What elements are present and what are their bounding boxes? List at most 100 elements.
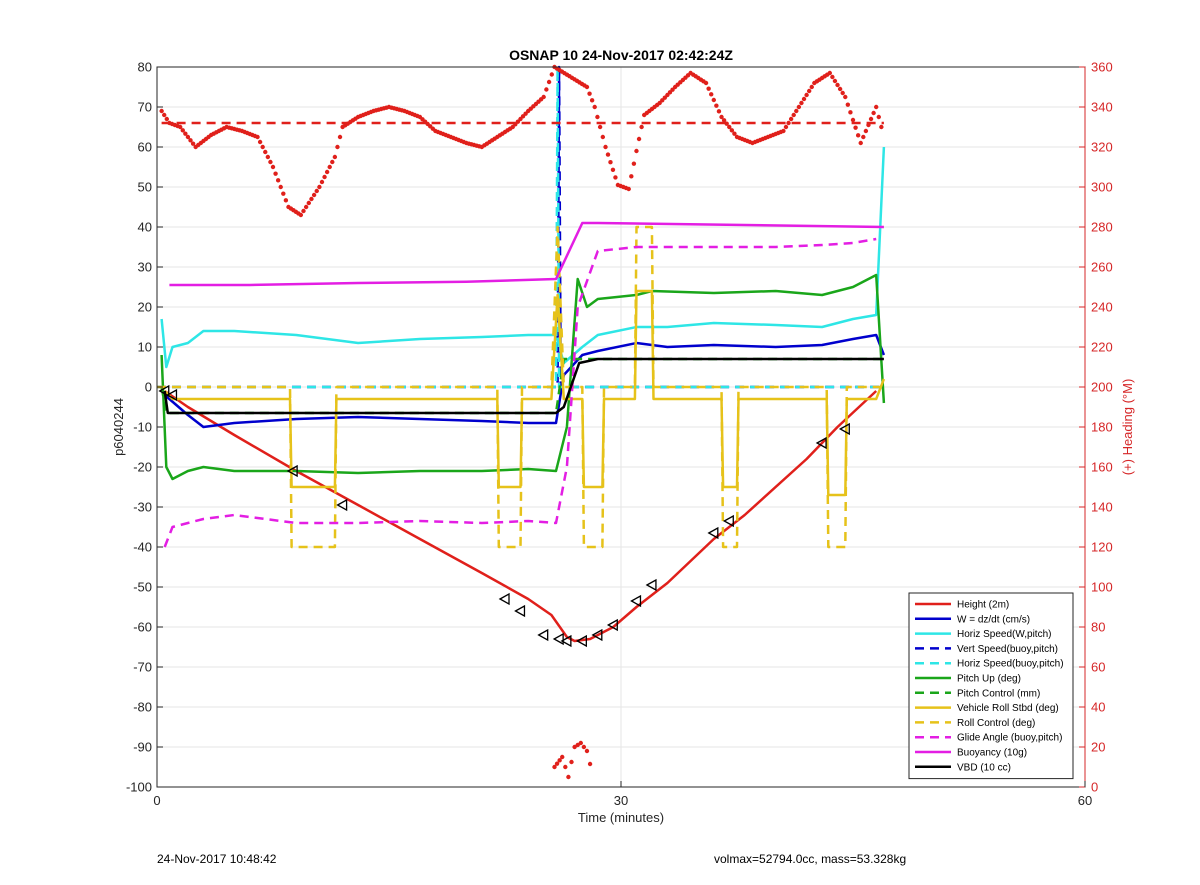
y-axis-left: 80 70 60 50 40 30 20 10 0 -10 -20 -30 -40 -50 -60 -70 -8… bbox=[126, 60, 163, 795]
height-marker bbox=[498, 592, 510, 606]
legend-label: Glide Angle (buoy,pitch) bbox=[957, 733, 1062, 744]
legend-label: Pitch Up (deg) bbox=[957, 674, 1021, 685]
heading-point bbox=[314, 188, 319, 194]
y2-tick-label: 0 bbox=[1091, 780, 1098, 795]
height-marker bbox=[514, 604, 526, 618]
heading-point bbox=[275, 178, 281, 183]
heading-point bbox=[584, 84, 590, 90]
heading-point bbox=[843, 94, 848, 100]
y2-tick-label: 20 bbox=[1091, 740, 1105, 755]
height-marker bbox=[591, 628, 603, 642]
heading-point bbox=[332, 154, 338, 160]
legend: Height (2m) W = dz/dt (cm/s) Horiz Speed(W… bbox=[908, 592, 1074, 780]
heading-point bbox=[268, 159, 273, 165]
height-marker bbox=[645, 578, 657, 592]
heading-point bbox=[827, 70, 832, 76]
y-tick-label: -20 bbox=[133, 460, 152, 475]
heading-point bbox=[703, 80, 709, 86]
heading-point bbox=[560, 754, 565, 760]
heading-point bbox=[639, 124, 644, 130]
heading-point bbox=[716, 109, 722, 114]
heading-point bbox=[796, 104, 802, 110]
height-marker bbox=[552, 632, 564, 646]
height-marker bbox=[838, 422, 850, 436]
heading-point bbox=[337, 134, 343, 140]
heading-point bbox=[327, 164, 332, 170]
y-tick-label: 30 bbox=[138, 260, 152, 275]
heading-point bbox=[306, 200, 311, 206]
heading-point bbox=[786, 120, 791, 126]
y2-tick-label: 180 bbox=[1091, 420, 1113, 435]
x-tick-label: 30 bbox=[614, 793, 628, 808]
heading-point bbox=[584, 748, 590, 754]
y2-tick-label: 60 bbox=[1091, 660, 1105, 675]
y2-axis-label: (+) Heading (°M) bbox=[1120, 379, 1135, 476]
legend-label: Roll Control (deg) bbox=[957, 718, 1035, 729]
heading-point bbox=[850, 117, 856, 123]
y2-tick-label: 40 bbox=[1091, 700, 1105, 715]
y-tick-label: -100 bbox=[126, 780, 152, 795]
heading-point bbox=[569, 759, 574, 765]
heading-point bbox=[866, 122, 871, 128]
y2-tick-label: 120 bbox=[1091, 540, 1113, 555]
heading-point bbox=[278, 184, 283, 190]
y2-tick-label: 340 bbox=[1091, 100, 1113, 115]
legend-box bbox=[908, 592, 1074, 780]
height-marker bbox=[606, 618, 618, 632]
heading-point bbox=[605, 152, 611, 157]
heading-point bbox=[557, 758, 562, 763]
legend-label: Horiz Speed(buoy,pitch) bbox=[957, 659, 1064, 670]
heading-point bbox=[727, 124, 732, 130]
heading-point bbox=[263, 149, 268, 155]
heading-point bbox=[600, 134, 606, 140]
heading-point bbox=[879, 124, 884, 130]
height-marker bbox=[815, 436, 827, 450]
height-marker bbox=[722, 514, 734, 528]
height-marker bbox=[166, 388, 178, 402]
heading-point bbox=[255, 134, 260, 140]
y-tick-label: -70 bbox=[133, 660, 152, 675]
heading-point bbox=[546, 79, 552, 85]
heading-point bbox=[629, 174, 634, 179]
y2-tick-label: 220 bbox=[1091, 340, 1113, 355]
heading-point bbox=[804, 92, 809, 98]
heading-point bbox=[636, 136, 642, 142]
heading-point bbox=[729, 128, 735, 133]
heading-point bbox=[330, 159, 335, 165]
y-tick-label: 80 bbox=[138, 60, 152, 75]
heading-point bbox=[162, 112, 167, 118]
y-tick-label: -90 bbox=[133, 740, 152, 755]
y2-tick-label: 300 bbox=[1091, 180, 1113, 195]
legend-label: VBD (10 cc) bbox=[957, 762, 1011, 773]
height-marker bbox=[630, 594, 642, 608]
series-layer bbox=[157, 64, 886, 780]
series-line-roll-control-deg bbox=[157, 225, 884, 549]
heading-point bbox=[871, 110, 876, 116]
heading-point bbox=[164, 116, 169, 122]
heading-point bbox=[322, 174, 327, 180]
heading-point bbox=[335, 144, 340, 150]
heading-point bbox=[190, 141, 196, 146]
heading-point bbox=[581, 744, 587, 750]
y2-tick-label: 320 bbox=[1091, 140, 1113, 155]
heading-point bbox=[552, 764, 557, 770]
heading-point bbox=[876, 114, 881, 120]
series-line-pitch-control-mm bbox=[160, 357, 884, 415]
heading-point bbox=[159, 108, 164, 114]
y-tick-label: -30 bbox=[133, 500, 152, 515]
height-marker bbox=[560, 634, 572, 648]
height-marker bbox=[707, 526, 719, 540]
legend-label: Height (2m) bbox=[957, 600, 1009, 611]
height-marker bbox=[575, 634, 587, 648]
heading-point bbox=[613, 175, 618, 180]
heading-point bbox=[709, 92, 714, 97]
heading-point bbox=[855, 133, 861, 138]
heading-point bbox=[835, 82, 840, 88]
heading-point bbox=[634, 148, 639, 154]
heading-point bbox=[587, 91, 592, 96]
y2-tick-label: 360 bbox=[1091, 60, 1113, 75]
y2-tick-label: 200 bbox=[1091, 380, 1113, 395]
heading-dots bbox=[159, 64, 884, 218]
x-tick-label: 60 bbox=[1078, 793, 1092, 808]
